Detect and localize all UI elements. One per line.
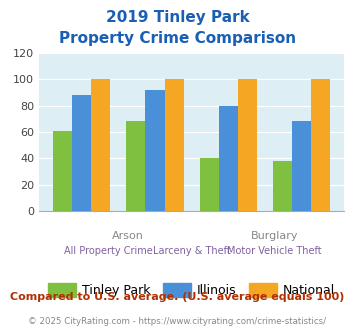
Text: © 2025 CityRating.com - https://www.cityrating.com/crime-statistics/: © 2025 CityRating.com - https://www.city…	[28, 317, 327, 326]
Bar	[219, 106, 238, 211]
Text: Motor Vehicle Theft: Motor Vehicle Theft	[227, 246, 322, 256]
Bar	[238, 79, 257, 211]
Text: Arson: Arson	[112, 231, 144, 241]
Bar	[72, 95, 91, 211]
Bar	[146, 90, 164, 211]
Bar	[91, 79, 110, 211]
Bar	[53, 131, 72, 211]
Text: Compared to U.S. average. (U.S. average equals 100): Compared to U.S. average. (U.S. average …	[10, 292, 345, 302]
Bar	[273, 161, 292, 211]
Text: 2019 Tinley Park: 2019 Tinley Park	[106, 10, 249, 25]
Legend: Tinley Park, Illinois, National: Tinley Park, Illinois, National	[43, 278, 340, 302]
Bar	[164, 79, 184, 211]
Bar	[311, 79, 331, 211]
Bar	[200, 158, 219, 211]
Bar	[126, 121, 146, 211]
Text: Burglary: Burglary	[251, 231, 299, 241]
Text: All Property Crime: All Property Crime	[64, 246, 153, 256]
Bar	[292, 121, 311, 211]
Text: Property Crime Comparison: Property Crime Comparison	[59, 31, 296, 46]
Text: Larceny & Theft: Larceny & Theft	[153, 246, 231, 256]
